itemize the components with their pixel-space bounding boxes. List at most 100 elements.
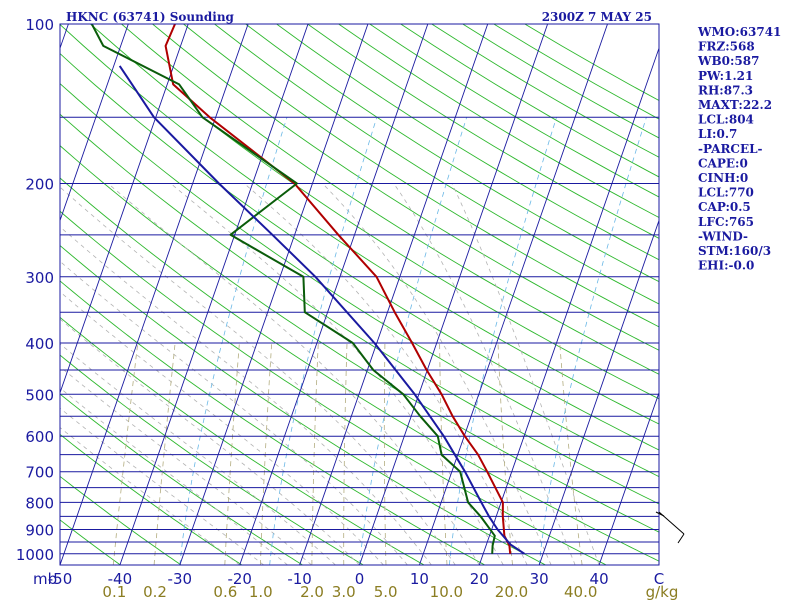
- mixing-ratio-line: [439, 342, 448, 565]
- moist-adiabat: [322, 183, 552, 565]
- mixing-ratio-tick-label: 40.0: [564, 583, 597, 600]
- dry-adiabat: [214, 24, 659, 305]
- dry-adiabat: [245, 24, 659, 283]
- pressure-tick-label: 200: [25, 175, 54, 193]
- pressure-tick-label: 100: [25, 16, 54, 34]
- temperature-tick-label: -10: [287, 570, 312, 588]
- stat-line: -PARCEL-: [698, 142, 763, 156]
- dry-adiabat: [152, 24, 659, 351]
- mixing-ratio-tick-label: g/kg: [646, 583, 679, 600]
- stat-line: -WIND-: [698, 229, 748, 243]
- dry-adiabat: [276, 24, 659, 261]
- wet-bulb-line: [179, 117, 288, 565]
- moist-adiabat: [60, 186, 456, 565]
- isotherm: [359, 24, 549, 565]
- temperature-tick-label: -20: [227, 570, 252, 588]
- temperature-tick-label: -30: [168, 570, 193, 588]
- mixing-ratio-line: [153, 342, 176, 565]
- stat-line: LCL:804: [698, 113, 754, 127]
- mixing-ratio-line: [383, 342, 387, 565]
- wind-barb-flag: [677, 533, 685, 544]
- pressure-tick-label: 700: [25, 464, 54, 482]
- mixing-ratio-tick-label: 0.1: [102, 583, 126, 600]
- mixing-ratio-line: [559, 342, 583, 565]
- mixing-ratio-tick-label: 2.0: [300, 583, 324, 600]
- dry-adiabat: [0, 24, 60, 565]
- pressure-tick-label: 900: [25, 522, 54, 540]
- temperature-tick-label: -50: [48, 570, 73, 588]
- moist-adiabat: [60, 343, 336, 565]
- moist-adiabat: [107, 183, 480, 565]
- wind-barb-tick: [655, 511, 665, 517]
- moist-adiabat: [60, 318, 360, 565]
- pressure-tick-label: 600: [25, 428, 54, 446]
- dry-adiabat: [60, 393, 303, 565]
- wind-barb: [655, 511, 685, 544]
- dry-adiabat: [60, 113, 659, 505]
- pressure-tick-label: 1000: [16, 546, 54, 564]
- dry-adiabat: [60, 24, 659, 425]
- stat-line: CAP:0.5: [698, 200, 751, 214]
- dry-adiabat: [60, 52, 659, 451]
- mixing-ratio-tick-label: 3.0: [332, 583, 356, 600]
- isotherm: [538, 219, 659, 565]
- moist-adiabat: [451, 183, 600, 565]
- mixing-ratio-tick-label: 10.0: [430, 583, 463, 600]
- mixing-ratio-tick-label: 0.2: [143, 583, 167, 600]
- isotherm: [60, 24, 69, 50]
- stat-line: PW:1.21: [698, 69, 753, 83]
- sounding-traces: [90, 24, 526, 555]
- isotherm: [60, 24, 189, 395]
- stat-line: LCL:770: [698, 186, 754, 200]
- stat-line: EHI:-0.0: [698, 259, 754, 273]
- mixing-ratio-tick-label: 20.0: [495, 583, 528, 600]
- dry-adiabat: [90, 24, 659, 400]
- temperature-tick-label: -40: [108, 570, 133, 588]
- temperature-tick-label: 20: [470, 570, 489, 588]
- dry-adiabat: [60, 433, 243, 565]
- isotherm: [60, 24, 249, 565]
- temperature-tick-label: 0: [355, 570, 365, 588]
- mixing-ratio-line: [497, 342, 513, 565]
- stats-panel: WMO:63741FRZ:568WB0:587PW:1.21RH:87.3MAX…: [697, 25, 781, 273]
- pressure-tick-label: 400: [25, 335, 54, 353]
- moist-adiabat: [60, 387, 288, 565]
- moist-adiabat: [60, 291, 384, 565]
- title-time: 2300Z 7 MAY 25: [542, 10, 652, 24]
- mixing-ratio-line: [112, 342, 139, 565]
- moist-adiabat: [60, 260, 408, 565]
- isotherm: [598, 391, 659, 565]
- isotherm: [418, 24, 608, 565]
- wet-bulb-line: [538, 117, 647, 565]
- mixing-ratio-line: [343, 342, 348, 565]
- mixing-ratio-tick-label: 5.0: [374, 583, 398, 600]
- dry-adiabat: [121, 24, 659, 375]
- isotherm: [478, 46, 659, 565]
- dry-adiabat: [60, 316, 425, 565]
- temperature-tick-label: 10: [410, 570, 429, 588]
- isotherm: [239, 24, 429, 565]
- stat-line: CINH:0: [698, 171, 748, 185]
- stat-line: WB0:587: [697, 54, 759, 68]
- parcel-trace: [118, 65, 526, 555]
- stat-line: WMO:63741: [697, 25, 781, 39]
- mixing-ratio-line: [224, 342, 240, 565]
- stat-line: RH:87.3: [698, 83, 753, 97]
- stat-line: CAPE:0: [698, 156, 748, 170]
- pressure-unit-label: mb: [33, 570, 57, 588]
- dewpoint-trace: [90, 24, 496, 554]
- isotherm: [179, 24, 369, 565]
- stat-line: STM:160/3: [698, 244, 771, 258]
- dry-adiabat: [183, 24, 659, 328]
- isotherm: [299, 24, 489, 565]
- pressure-tick-label: 500: [25, 386, 54, 404]
- dry-adiabat: [60, 475, 182, 565]
- dry-adiabat: [60, 280, 486, 565]
- dry-adiabat: [60, 354, 364, 565]
- dry-adiabat: [60, 519, 121, 565]
- moist-adiabat: [393, 183, 576, 565]
- moist-adiabat: [60, 226, 432, 565]
- stat-line: LI:0.7: [698, 127, 737, 141]
